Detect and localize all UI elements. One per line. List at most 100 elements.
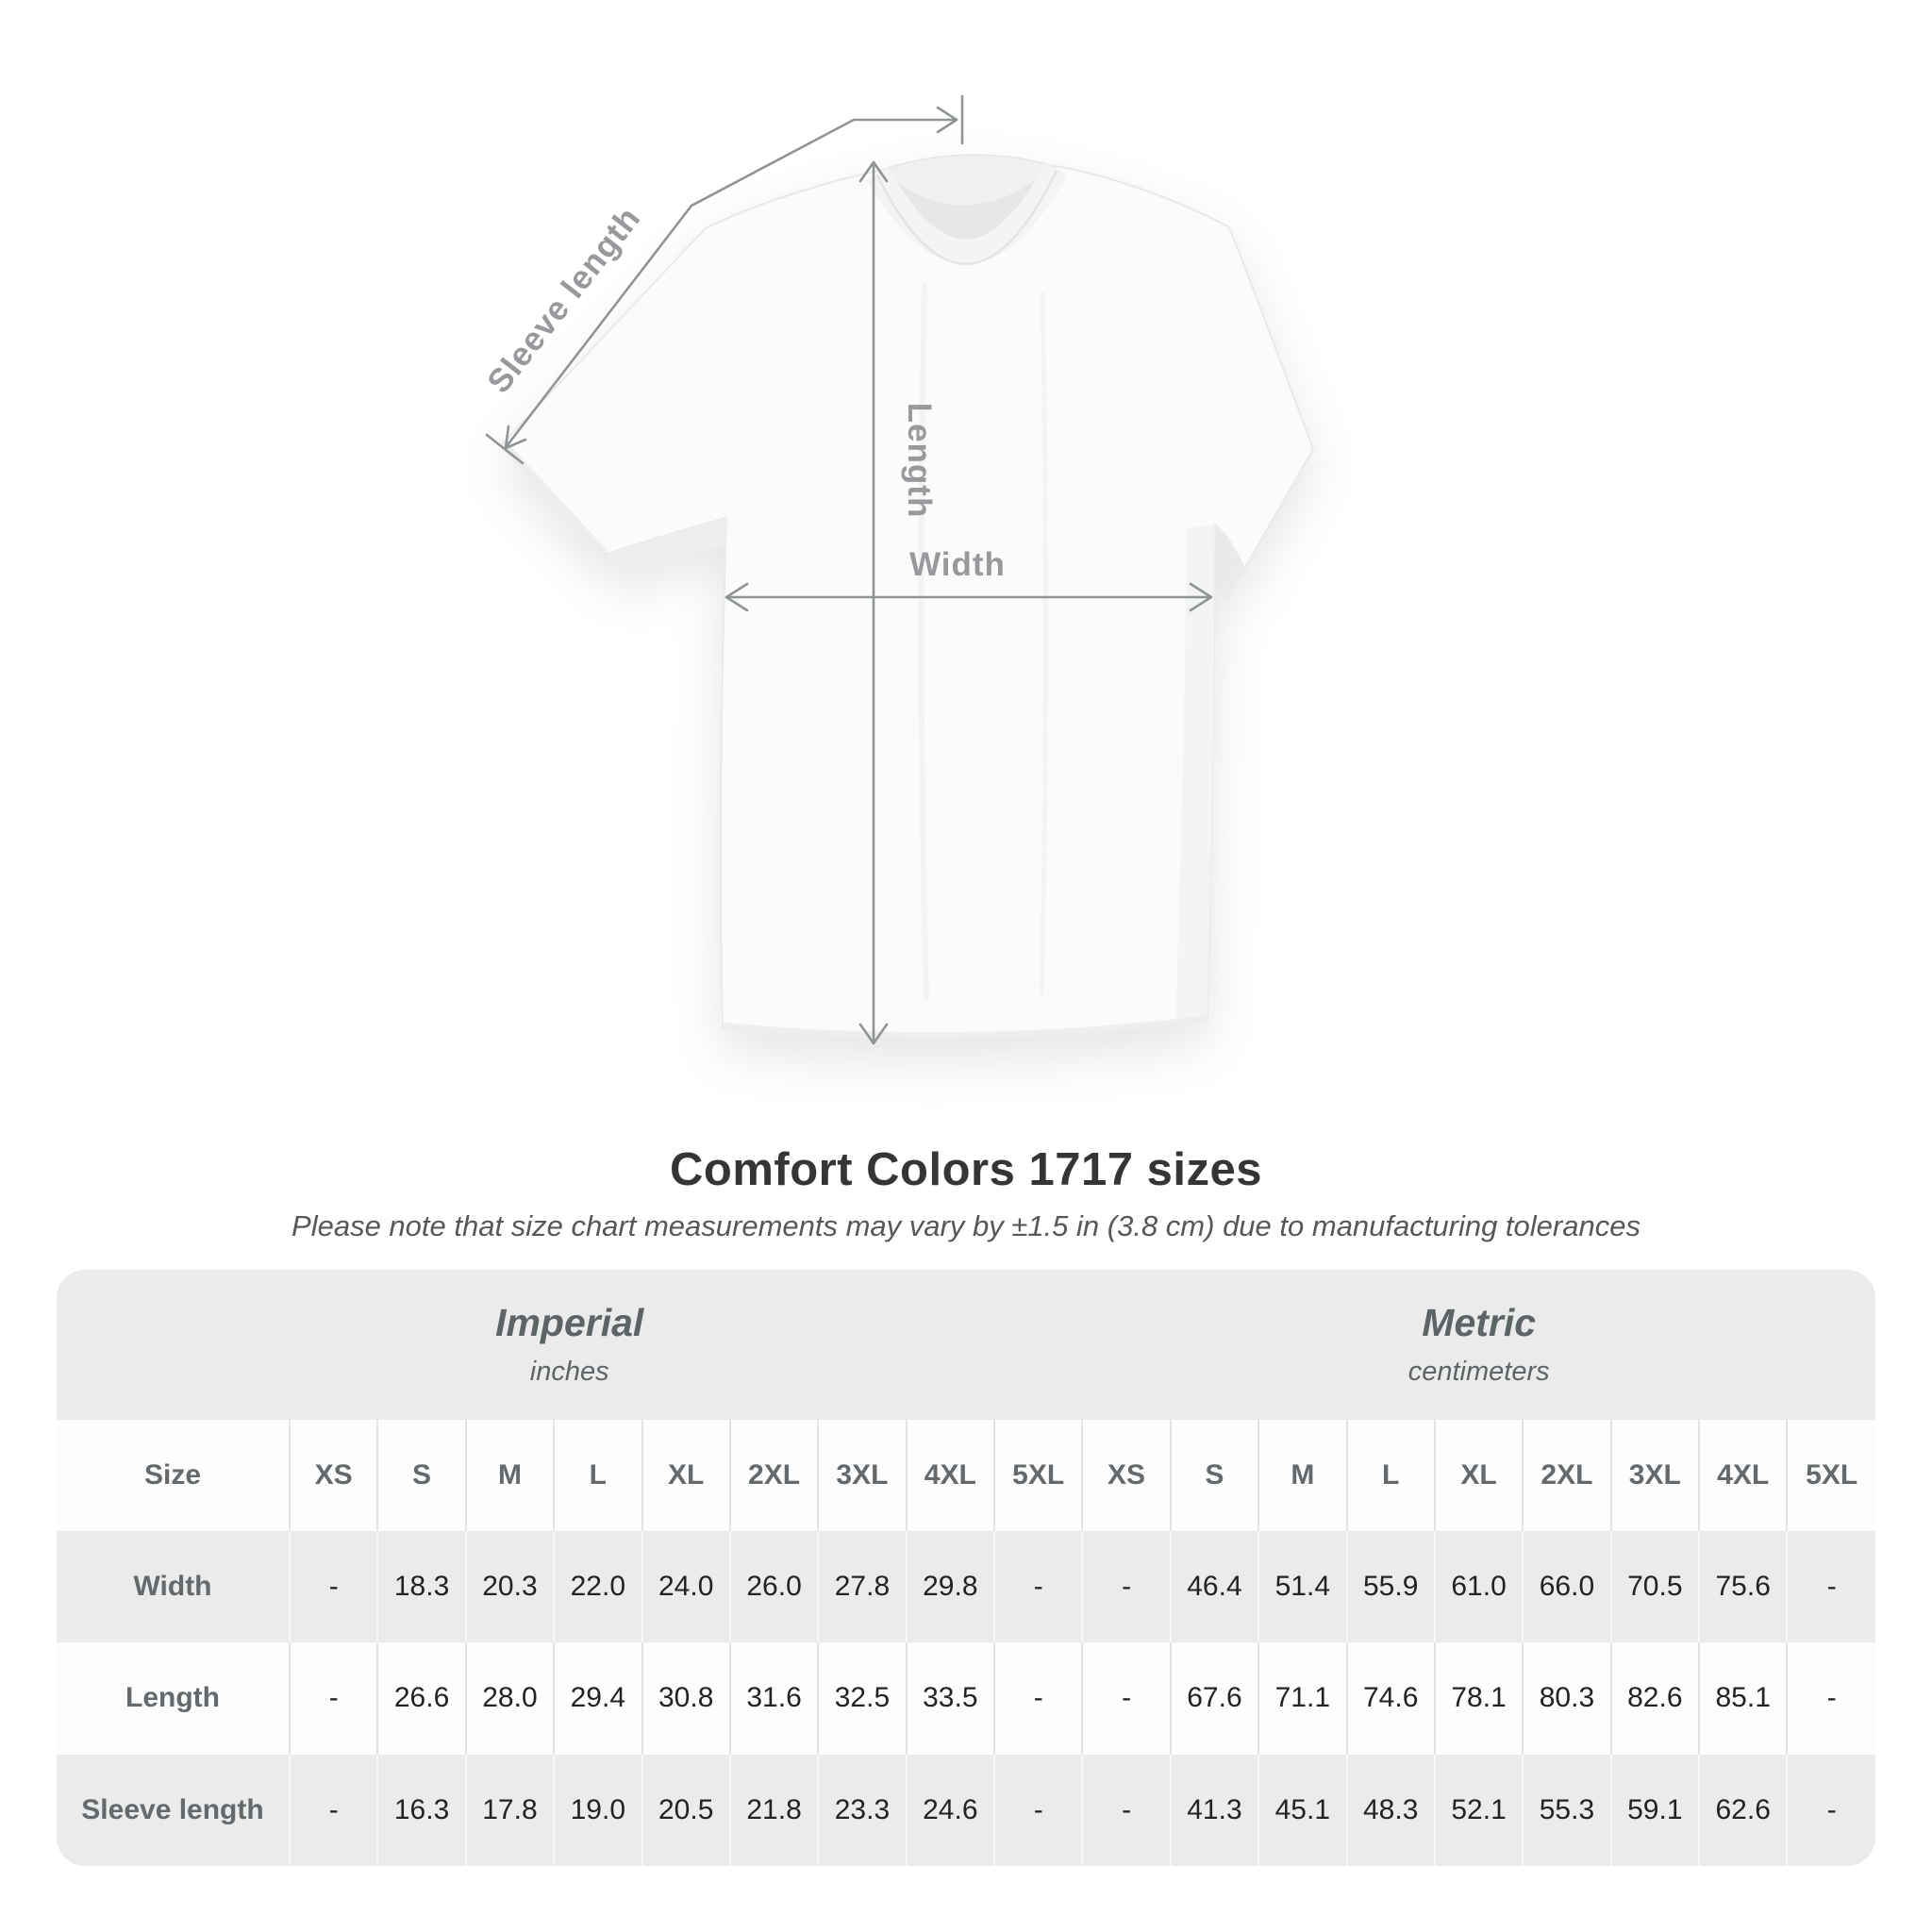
table-cell: 75.6 — [1697, 1530, 1788, 1643]
table-cell: 24.6 — [905, 1754, 994, 1866]
table-cell: 23.3 — [817, 1754, 907, 1866]
table-cell: 26.0 — [728, 1530, 819, 1643]
metric-label: Metric — [1422, 1301, 1537, 1345]
unit-group-header-row: Imperial inches Metric centimeters — [57, 1270, 1875, 1420]
metric-unit: centimeters — [1407, 1357, 1550, 1388]
size-header-row: Size XS S M L XL 2XL 3XL 4XL 5XL XS S M … — [57, 1419, 1875, 1531]
size-table: Imperial inches Metric centimeters Size … — [57, 1270, 1875, 1866]
table-cell: 28.0 — [464, 1642, 555, 1755]
table-cell: - — [1786, 1754, 1875, 1866]
metric-group-header: Metric centimeters — [1082, 1270, 1875, 1420]
size-col-header: XS — [288, 1419, 378, 1531]
table-cell: 33.5 — [905, 1642, 994, 1755]
dimension-lines — [485, 94, 1213, 1045]
table-cell: - — [1786, 1642, 1875, 1755]
table-cell: 26.6 — [376, 1642, 466, 1755]
shadow-left-armpit — [606, 518, 726, 575]
size-header: Size — [57, 1419, 290, 1531]
table-cell: 80.3 — [1522, 1642, 1611, 1755]
table-row-length: Length - 26.6 28.0 29.4 30.8 31.6 32.5 3… — [57, 1642, 1875, 1755]
table-cell: - — [1786, 1530, 1875, 1643]
shadow-right-armpit — [1211, 525, 1244, 600]
crease-1 — [918, 282, 929, 1001]
table-cell: 21.8 — [728, 1754, 819, 1866]
table-row-sleeve-length: Sleeve length - 16.3 17.8 19.0 20.5 21.8… — [57, 1754, 1875, 1866]
size-col-header: 4XL — [1697, 1419, 1788, 1531]
imperial-label: Imperial — [495, 1301, 644, 1345]
size-col-header: 5XL — [992, 1419, 1083, 1531]
size-col-header: L — [1345, 1419, 1435, 1531]
table-cell: 62.6 — [1697, 1754, 1788, 1866]
size-col-header: S — [376, 1419, 466, 1531]
table-cell: - — [1081, 1530, 1171, 1643]
table-cell: 32.5 — [817, 1642, 907, 1755]
row-label: Length — [57, 1642, 290, 1755]
width-arrowhead-right — [1189, 582, 1213, 612]
sleeve-length-line — [505, 118, 958, 448]
size-table-card: Imperial inches Metric centimeters Size … — [57, 1270, 1875, 1866]
size-col-header: XS — [1081, 1419, 1171, 1531]
collar-seam — [875, 170, 1058, 265]
size-col-header: XL — [1433, 1419, 1524, 1531]
size-col-header: 2XL — [728, 1419, 819, 1531]
length-label: Length — [901, 403, 938, 519]
table-cell: 85.1 — [1697, 1642, 1788, 1755]
crease-2 — [1039, 291, 1049, 996]
table-cell: 74.6 — [1345, 1642, 1435, 1755]
length-arrowhead-top — [858, 160, 889, 183]
width-label: Width — [909, 546, 1006, 583]
table-cell: 19.0 — [553, 1754, 642, 1866]
table-cell: 66.0 — [1522, 1530, 1611, 1643]
table-cell: 20.3 — [464, 1530, 555, 1643]
tolerance-note: Please note that size chart measurements… — [291, 1209, 1641, 1242]
table-cell: - — [992, 1642, 1083, 1755]
table-cell: 70.5 — [1609, 1530, 1699, 1643]
table-cell: - — [992, 1530, 1083, 1643]
size-col-header: S — [1169, 1419, 1259, 1531]
table-cell: - — [1081, 1754, 1171, 1866]
table-cell: 55.9 — [1345, 1530, 1435, 1643]
imperial-group-header: Imperial inches — [57, 1270, 1082, 1420]
table-cell: - — [288, 1530, 378, 1643]
size-col-header: 2XL — [1522, 1419, 1611, 1531]
table-cell: - — [288, 1642, 378, 1755]
width-arrowhead-left — [724, 582, 749, 612]
table-cell: 51.4 — [1257, 1530, 1347, 1643]
table-cell: 29.8 — [905, 1530, 994, 1643]
imperial-unit: inches — [529, 1357, 609, 1388]
size-col-header: M — [464, 1419, 555, 1531]
size-col-header: 3XL — [1609, 1419, 1699, 1531]
table-cell: 17.8 — [464, 1754, 555, 1866]
size-col-header: 4XL — [905, 1419, 994, 1531]
table-cell: 27.8 — [817, 1530, 907, 1643]
table-cell: 24.0 — [641, 1530, 730, 1643]
table-cell: 29.4 — [553, 1642, 642, 1755]
table-cell: 59.1 — [1609, 1754, 1699, 1866]
table-cell: 71.1 — [1257, 1642, 1347, 1755]
table-cell: - — [1081, 1642, 1171, 1755]
table-cell: 41.3 — [1169, 1754, 1259, 1866]
size-col-header: XL — [641, 1419, 730, 1531]
table-cell: 31.6 — [728, 1642, 819, 1755]
row-label: Width — [133, 1571, 212, 1603]
sleeve-arrowhead-right — [936, 106, 958, 134]
table-cell: - — [992, 1754, 1083, 1866]
table-cell: 46.4 — [1169, 1530, 1259, 1643]
size-col-header: M — [1257, 1419, 1347, 1531]
tshirt-image — [499, 154, 1315, 1041]
table-cell: 22.0 — [553, 1530, 642, 1643]
table-cell: 55.3 — [1522, 1754, 1611, 1866]
table-row-width: Width - 18.3 20.3 22.0 24.0 26.0 27.8 29… — [57, 1530, 1875, 1643]
hem-line — [722, 1015, 1208, 1041]
size-col-header: 3XL — [817, 1419, 907, 1531]
table-cell: 78.1 — [1433, 1642, 1524, 1755]
size-col-header: L — [553, 1419, 642, 1531]
tshirt-size-diagram: Width Length Sleeve length — [480, 94, 1315, 1045]
row-label: Sleeve length — [81, 1793, 264, 1825]
size-col-header: 5XL — [1786, 1419, 1875, 1531]
table-cell: 30.8 — [641, 1642, 730, 1755]
table-cell: 61.0 — [1433, 1530, 1524, 1643]
table-cell: 45.1 — [1257, 1754, 1347, 1866]
table-cell: 52.1 — [1433, 1754, 1524, 1866]
table-cell: 18.3 — [376, 1530, 466, 1643]
